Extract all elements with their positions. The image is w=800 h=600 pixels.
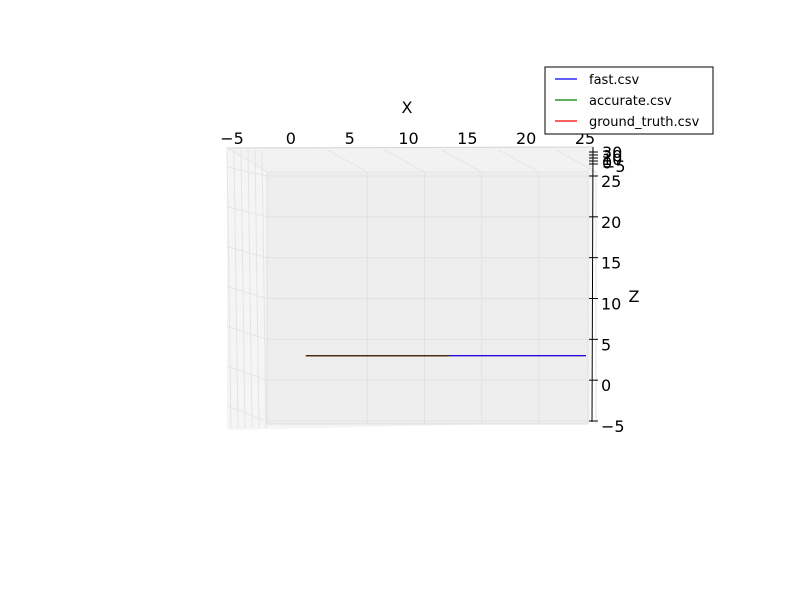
axis-edges xyxy=(226,146,594,423)
z-tick-label: 20 xyxy=(601,213,621,232)
x-tick-label: 0 xyxy=(286,129,296,148)
z-axis-label: Z xyxy=(629,287,640,306)
grid-line-y xyxy=(254,149,260,429)
grid-line-x-top xyxy=(498,149,540,173)
grid-line-z-side xyxy=(226,206,268,218)
axes-pane xyxy=(225,146,594,430)
z-tick-label: 25 xyxy=(601,172,621,191)
grid-line-x-top xyxy=(555,149,597,173)
grid-line-z-side xyxy=(226,246,268,259)
grid-line-z-side xyxy=(226,365,268,381)
grid-line-z-side xyxy=(226,405,268,422)
y-tick-label: 20 xyxy=(602,147,622,166)
y-tick-label: −5 xyxy=(602,157,626,176)
x-tick-label: −5 xyxy=(220,129,244,148)
y-tick-label: 30 xyxy=(602,143,622,162)
grid-lines xyxy=(226,149,597,429)
grid-line-y xyxy=(261,149,267,429)
y-tick-label: 10 xyxy=(602,150,622,169)
z-tick-label: −5 xyxy=(601,417,625,436)
pane-top xyxy=(225,146,594,173)
x-tick-label: 15 xyxy=(457,129,477,148)
grid-line-x-top xyxy=(441,149,482,173)
grid-line-z-side xyxy=(226,325,268,340)
legend-entry: ground_truth.csv xyxy=(589,115,700,130)
z-tick-label: 5 xyxy=(601,335,611,354)
x-axis-label: X xyxy=(402,98,413,117)
grid-line-y xyxy=(240,149,246,429)
x-tick-label: 5 xyxy=(345,129,355,148)
grid-line-x-top xyxy=(327,149,368,173)
top-edge xyxy=(226,146,594,149)
grid-line-z-side xyxy=(226,286,268,299)
grid-line-x-top xyxy=(384,149,425,173)
x-axis-ticks: −5 0 5 10 15 20 25 xyxy=(220,129,595,148)
grid-line-y xyxy=(233,149,239,429)
z-tick-label: 15 xyxy=(601,254,621,273)
x-tick-label: 20 xyxy=(516,129,536,148)
y-tick-label: 0 xyxy=(602,154,612,173)
z-axis-ticks: −5 0 5 10 15 20 25 xyxy=(589,172,625,436)
legend-entry: fast.csv xyxy=(589,73,639,88)
z-tick-label: 0 xyxy=(601,376,611,395)
grid-line-y xyxy=(247,149,253,429)
z-axis-line xyxy=(591,146,594,423)
grid-line-z-side xyxy=(226,166,268,177)
x-tick-label: 10 xyxy=(398,129,418,148)
z-tick-label: 10 xyxy=(601,295,621,314)
legend-entry: accurate.csv xyxy=(589,94,672,109)
legend: fast.csv accurate.csv ground_truth.csv xyxy=(544,66,714,135)
grid-line-y xyxy=(226,149,232,429)
